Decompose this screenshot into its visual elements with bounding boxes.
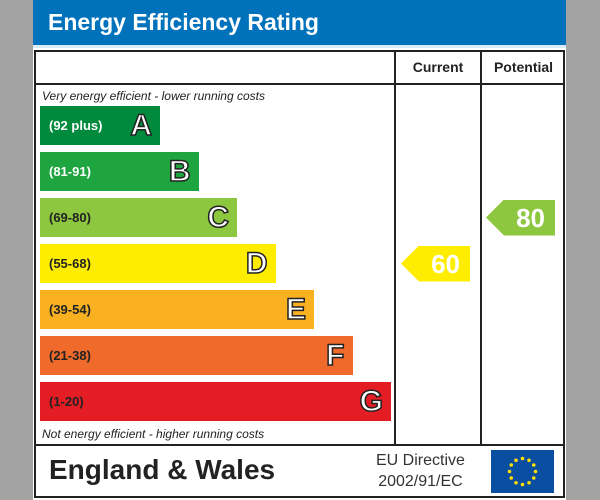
band-bar-b: (81-91) B [40, 152, 199, 191]
band-bar-e: (39-54) E [40, 290, 314, 329]
star-icon [531, 463, 536, 467]
current-rating-arrow-value: 60 [431, 248, 460, 279]
bottom-note: Not energy efficient - higher running co… [42, 427, 265, 441]
potential-rating-arrow: 80 [486, 199, 555, 236]
star-icon [531, 476, 536, 480]
star-icon [520, 456, 525, 461]
column-header-current: Current [412, 59, 464, 75]
footer: England & Wales EU Directive 2002/91/EC [34, 446, 565, 498]
header-row-divider [36, 83, 563, 85]
star-icon [509, 463, 514, 467]
epc-panel: Energy Efficiency Rating Current Potenti… [33, 0, 566, 500]
star-icon [514, 458, 518, 463]
band-range: (69-80) [49, 210, 91, 225]
band-bar-c: (69-80) C [40, 198, 237, 237]
band-bar-g: (1-20) G [40, 382, 391, 421]
band-bar-a: (92 plus) A [40, 106, 160, 145]
header-divider [33, 45, 566, 48]
eu-flag-icon [491, 450, 554, 493]
chart-title: Energy Efficiency Rating [33, 0, 566, 45]
band-bar-d: (55-68) D [40, 244, 276, 283]
potential-rating-arrow-value: 80 [516, 202, 545, 233]
star-icon [509, 476, 514, 480]
region-label: England & Wales [49, 454, 276, 485]
star-icon [514, 480, 518, 485]
band-letter: G [359, 384, 384, 419]
band-range: (81-91) [49, 164, 91, 179]
star-icon [507, 469, 512, 474]
band-letter: F [325, 338, 345, 373]
band-letter: C [207, 200, 230, 235]
star-icon [527, 480, 531, 485]
directive-line1: EU Directive [376, 452, 465, 469]
band-range: (92 plus) [49, 118, 103, 133]
star-icon [527, 458, 531, 463]
eu-directive: EU Directive 2002/91/EC [376, 450, 465, 492]
band-range: (55-68) [49, 256, 91, 271]
band-range: (1-20) [49, 394, 84, 409]
band-letter: A [130, 108, 153, 143]
rating-table: Current Potential Very energy efficient … [34, 50, 565, 446]
band-range: (39-54) [49, 302, 91, 317]
column-divider [394, 52, 396, 444]
band-letter: E [285, 292, 307, 327]
top-note: Very energy efficient - lower running co… [42, 89, 265, 103]
current-rating-arrow: 60 [401, 245, 470, 282]
star-icon [533, 469, 538, 474]
column-header-potential: Potential [493, 59, 554, 75]
star-icon [520, 482, 525, 487]
band-letter: D [245, 246, 268, 281]
column-divider [480, 52, 482, 444]
band-letter: B [168, 154, 191, 189]
band-bar-f: (21-38) F [40, 336, 353, 375]
band-range: (21-38) [49, 348, 91, 363]
directive-line2: 2002/91/EC [378, 473, 463, 490]
